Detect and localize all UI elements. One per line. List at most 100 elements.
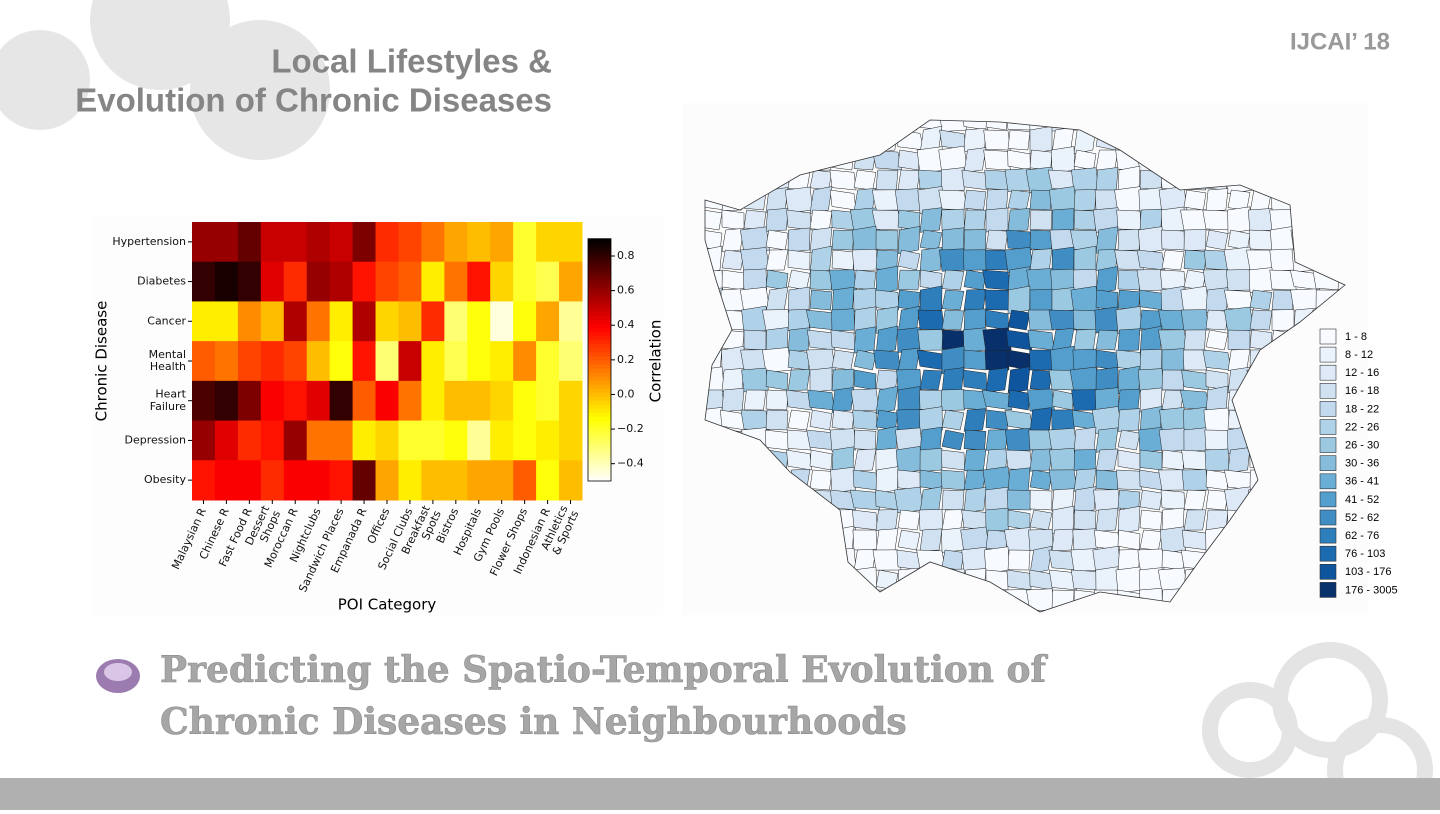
colorbar-step: [588, 400, 611, 405]
borough: [765, 269, 789, 291]
heatmap-cell: [490, 380, 514, 422]
borough: [787, 409, 811, 431]
borough: [963, 389, 987, 411]
borough: [853, 369, 877, 391]
heatmap-cell: [306, 222, 331, 263]
colorbar-step: [588, 396, 611, 401]
legend-swatch: [1319, 328, 1337, 345]
legend-swatch: [1319, 364, 1337, 381]
borough: [941, 269, 965, 291]
borough: [919, 369, 943, 391]
borough: [875, 229, 899, 251]
borough: [784, 186, 814, 214]
borough: [1158, 329, 1188, 351]
borough: [985, 229, 1009, 251]
heatmap-cell: [237, 301, 262, 342]
borough: [1051, 146, 1075, 174]
legend-label: 62 - 76: [1345, 530, 1379, 542]
colorbar-label: Correlation: [647, 320, 665, 403]
borough: [1027, 309, 1055, 331]
borough: [1070, 569, 1100, 591]
borough: [1224, 306, 1254, 334]
borough: [918, 509, 944, 531]
borough: [875, 385, 899, 415]
borough: [809, 186, 833, 214]
borough: [765, 409, 789, 431]
heatmap-cell: [329, 222, 354, 263]
borough: [852, 529, 878, 551]
borough: [829, 269, 857, 291]
borough: [981, 389, 1013, 411]
borough: [897, 509, 921, 531]
borough: [985, 429, 1009, 451]
borough: [1160, 489, 1186, 511]
heatmap-cell: [398, 420, 422, 461]
heatmap-cell: [513, 301, 537, 342]
heatmap-cell: [444, 341, 468, 382]
borough: [985, 507, 1009, 533]
colorbar-step: [588, 347, 611, 353]
borough: [1205, 229, 1229, 251]
colorbar-step: [588, 315, 611, 320]
borough: [1161, 348, 1185, 372]
heatmap-cell: [214, 460, 239, 501]
borough: [705, 209, 723, 231]
heatmap-cell: [192, 261, 216, 302]
borough: [963, 249, 987, 271]
heatmap-cell: [536, 380, 560, 422]
borough: [941, 489, 965, 511]
heatmap-cell: [513, 222, 537, 263]
heatmap-cell: [283, 261, 308, 302]
heatmap-cell: [536, 420, 560, 461]
legend-label: 22 - 26: [1345, 421, 1379, 433]
borough: [896, 409, 922, 431]
borough: [765, 369, 789, 391]
borough: [1227, 229, 1251, 251]
borough: [875, 528, 899, 552]
heatmap-cell: [444, 222, 468, 263]
heatmap-cell: [237, 460, 262, 501]
borough: [1073, 189, 1097, 211]
colorbar-step: [588, 363, 611, 369]
borough: [1139, 529, 1163, 551]
heatmap-cell: [237, 420, 262, 461]
colorbar-step: [588, 266, 611, 272]
colorbar-step: [588, 376, 611, 381]
heatmap-cell: [329, 301, 354, 342]
borough: [1183, 509, 1207, 531]
borough: [1180, 309, 1210, 331]
y-tick-label: Depression: [125, 433, 187, 446]
borough: [982, 269, 1012, 291]
borough: [1093, 489, 1121, 511]
colorbar-step: [588, 416, 611, 421]
heatmap-cell: [306, 301, 331, 342]
heatmap-cell: [375, 460, 399, 501]
borough: [721, 228, 745, 252]
borough: [940, 389, 966, 411]
borough: [1070, 285, 1100, 315]
heatmap-cell: [467, 301, 491, 342]
borough: [963, 448, 987, 472]
borough: [1158, 427, 1188, 453]
legend-swatch: [1319, 346, 1337, 363]
heatmap-cell: [467, 380, 491, 422]
borough: [985, 207, 1009, 233]
borough: [1095, 349, 1119, 371]
venue: IJCAI’ 18: [1290, 28, 1390, 55]
borough: [1029, 407, 1053, 433]
borough: [1095, 448, 1119, 472]
heatmap-cell: [398, 301, 422, 342]
colorbar-tick-label: −0.2: [617, 422, 644, 435]
heatmap-cell: [352, 460, 377, 501]
colorbar-step: [588, 412, 611, 417]
borough: [852, 469, 878, 491]
legend-swatch: [1319, 473, 1337, 490]
borough: [1051, 528, 1075, 552]
borough: [941, 289, 965, 311]
borough: [1139, 489, 1163, 511]
borough: [1095, 167, 1119, 193]
heatmap-cell: [444, 420, 468, 461]
borough: [809, 289, 833, 311]
borough: [919, 448, 943, 472]
